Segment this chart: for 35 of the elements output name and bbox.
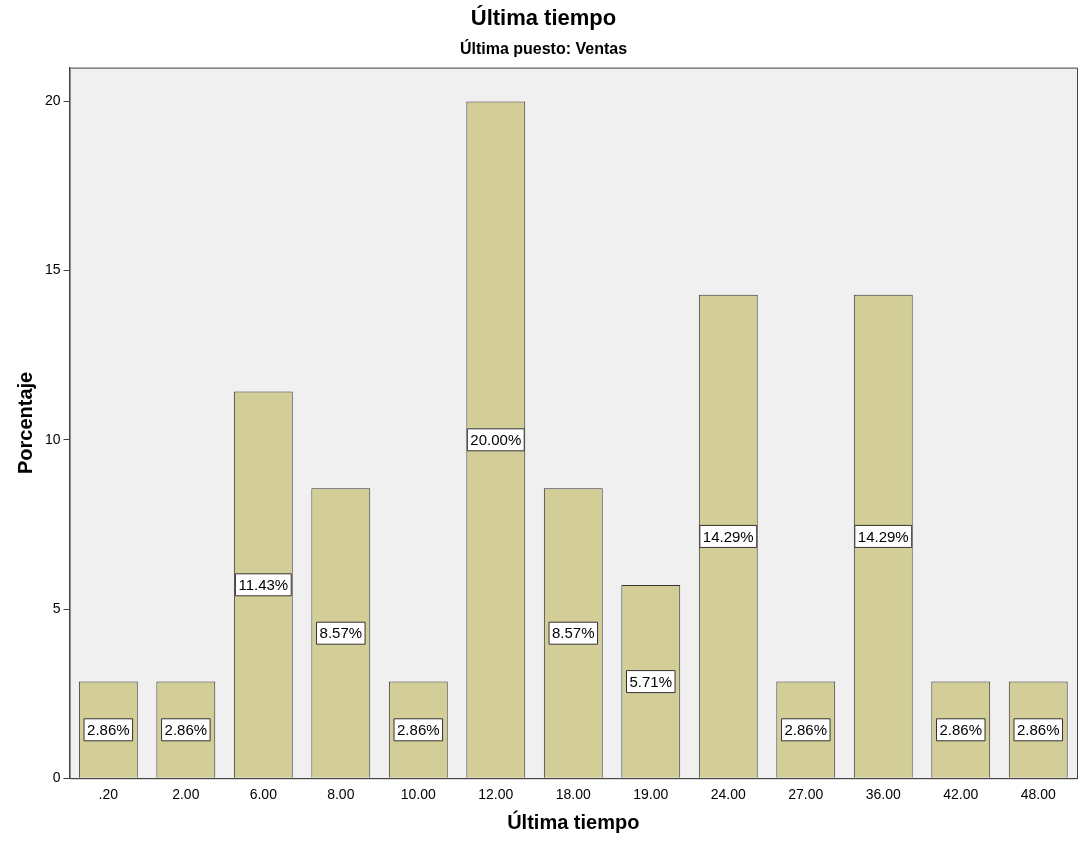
x-axis-title: Última tiempo bbox=[507, 809, 640, 833]
x-tick-label: 27.00 bbox=[788, 786, 824, 803]
y-tick-label: 20 bbox=[44, 92, 61, 109]
x-tick-label: 42.00 bbox=[943, 786, 979, 803]
y-tick-label: 5 bbox=[52, 599, 61, 616]
data-label: 14.29% bbox=[857, 527, 909, 545]
y-tick-label: 10 bbox=[44, 430, 61, 447]
data-label: 2.86% bbox=[1016, 720, 1060, 738]
x-tick-label: 2.00 bbox=[172, 786, 200, 803]
x-tick-label: 48.00 bbox=[1020, 786, 1056, 803]
chart-title: Última tiempo bbox=[470, 5, 617, 31]
x-tick-label: 18.00 bbox=[555, 786, 592, 803]
x-tick-label: 36.00 bbox=[865, 786, 901, 803]
data-label: 11.43% bbox=[238, 575, 289, 593]
data-label: 2.86% bbox=[87, 720, 130, 738]
data-label: 2.86% bbox=[939, 720, 983, 738]
data-label: 2.86% bbox=[164, 720, 208, 738]
y-tick-label: 0 bbox=[52, 769, 61, 786]
data-label: 5.71% bbox=[629, 672, 673, 690]
x-tick-label: 8.00 bbox=[327, 786, 355, 803]
x-tick-label: 24.00 bbox=[710, 786, 746, 803]
chart-subtitle: Última puesto: Ventas bbox=[459, 39, 628, 58]
x-tick-label: 10.00 bbox=[400, 786, 437, 803]
data-label: 8.57% bbox=[552, 624, 595, 642]
data-label: 8.57% bbox=[319, 624, 363, 642]
x-tick-label: 12.00 bbox=[478, 786, 514, 803]
data-label: 14.29% bbox=[702, 527, 754, 545]
data-label: 2.86% bbox=[784, 720, 828, 738]
data-label: 20.00% bbox=[470, 430, 522, 448]
x-tick-label: .20 bbox=[98, 786, 119, 803]
y-tick-label: 15 bbox=[44, 261, 61, 278]
x-tick-label: 19.00 bbox=[633, 786, 669, 803]
x-tick-label: 6.00 bbox=[249, 786, 278, 803]
data-label: 2.86% bbox=[397, 720, 440, 738]
y-axis-title: Porcentaje bbox=[13, 371, 36, 475]
